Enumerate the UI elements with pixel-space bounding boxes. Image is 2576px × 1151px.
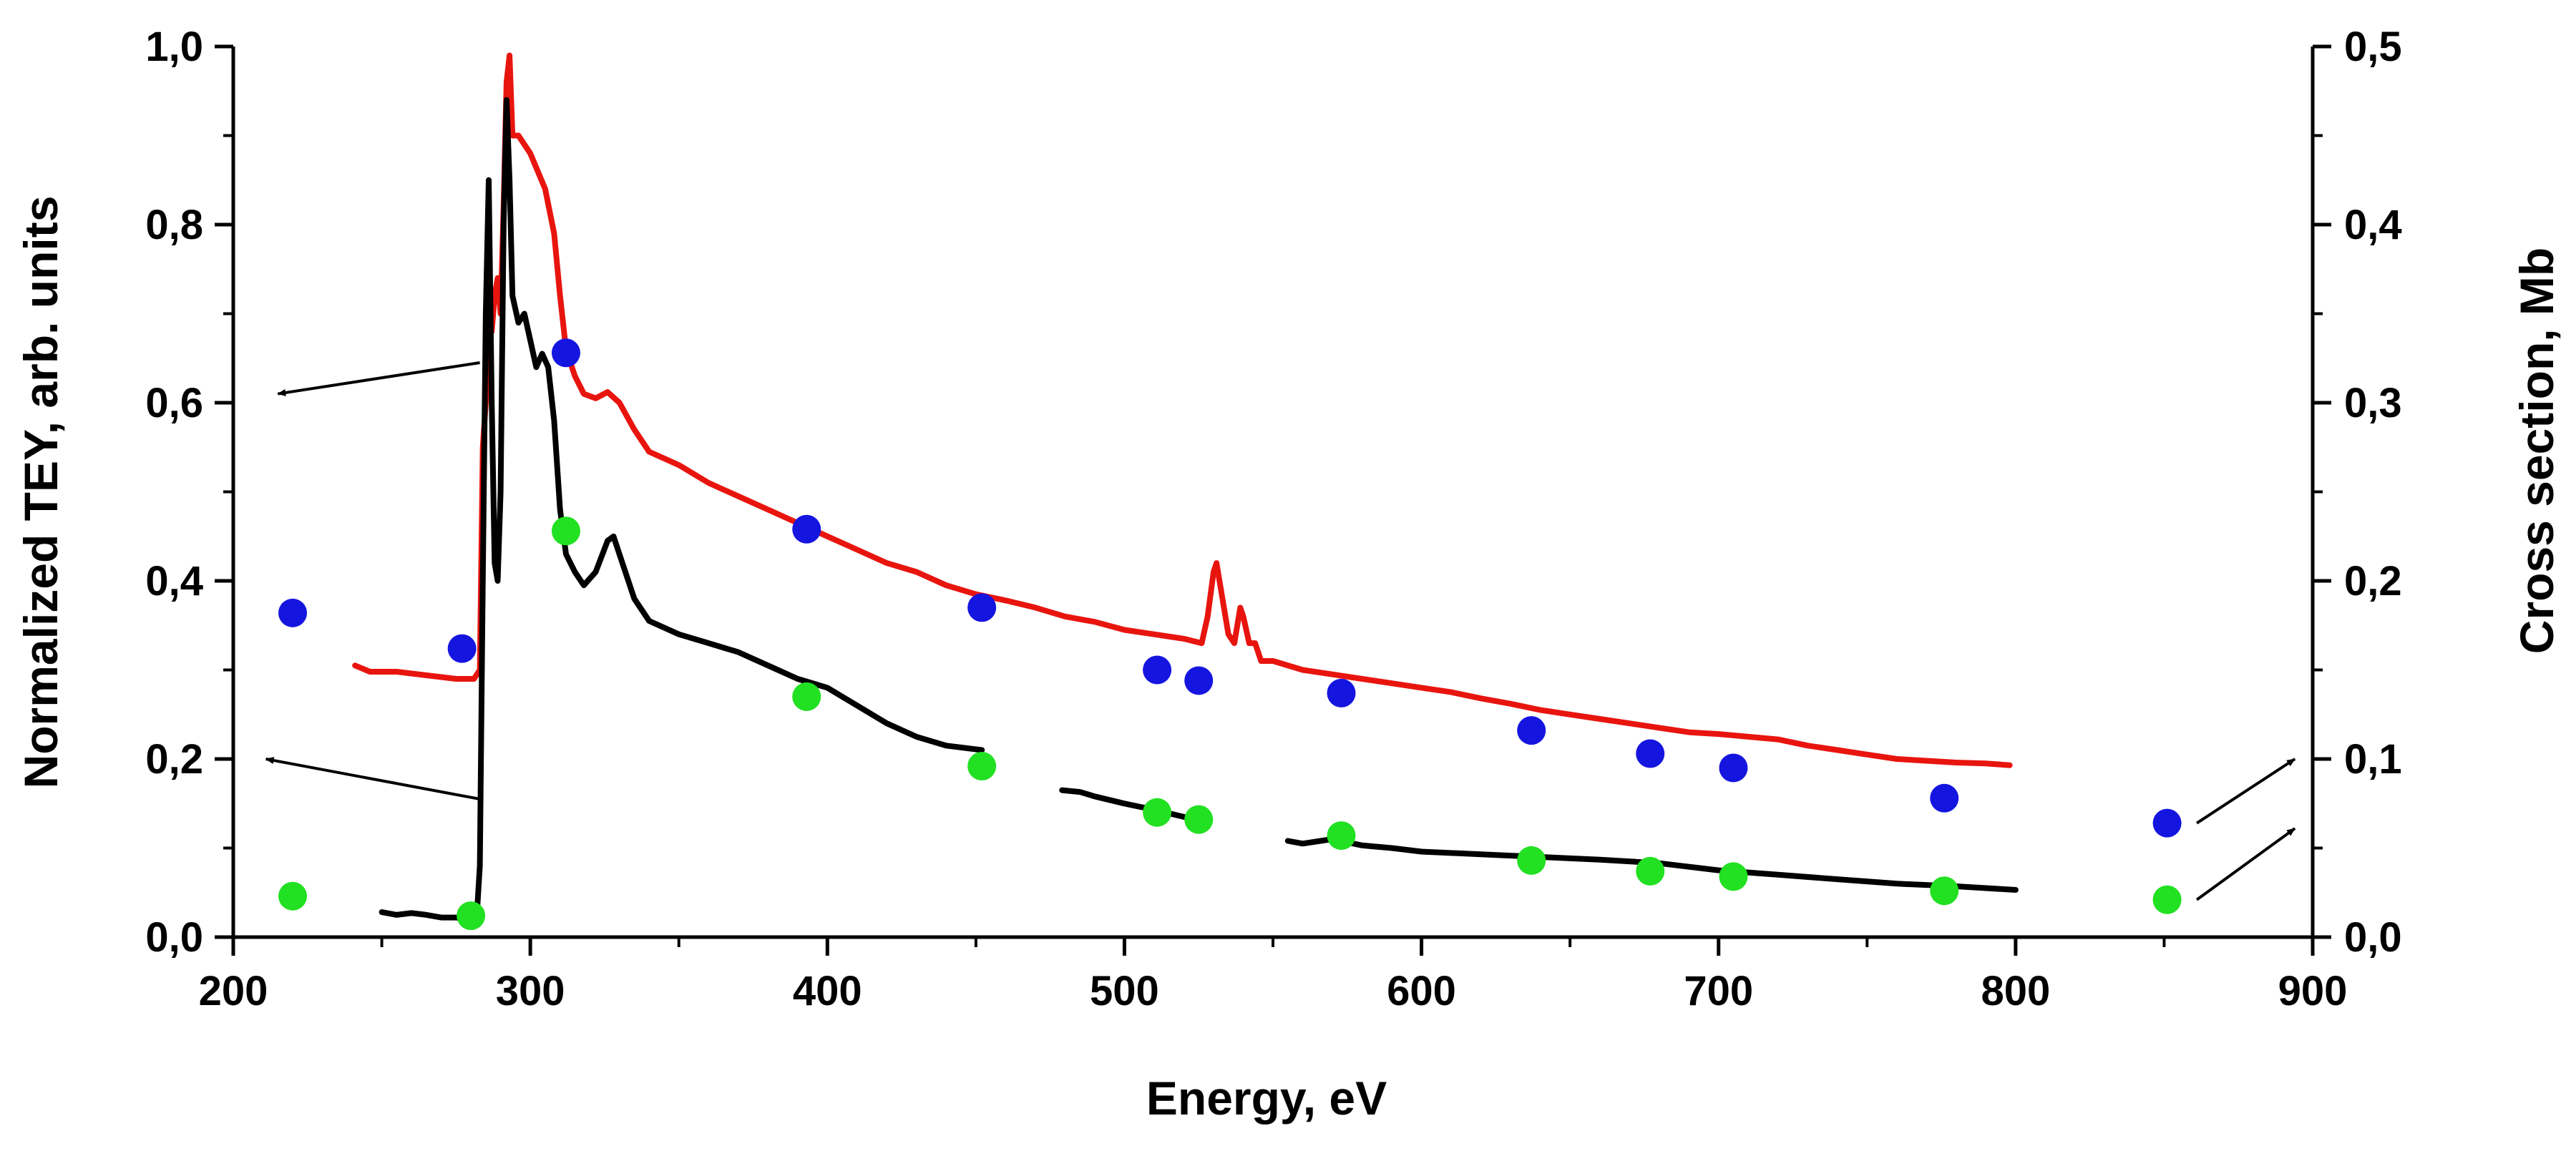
- annotation-layer: [265, 361, 2296, 901]
- series-0: [352, 52, 2013, 768]
- x-tick-label: 500: [1090, 968, 1159, 1014]
- data-point: [1184, 666, 1214, 695]
- data-point: [967, 751, 997, 780]
- data-point: [1184, 805, 1214, 834]
- y-left-tick-label: 0,8: [145, 202, 203, 248]
- data-point: [1517, 716, 1546, 745]
- data-point: [457, 901, 486, 931]
- data-point: [278, 881, 308, 911]
- series-2: [278, 338, 2182, 838]
- data-point: [1719, 753, 1748, 783]
- x-tick-label: 400: [793, 968, 862, 1014]
- data-point: [278, 598, 308, 627]
- y-right-tick-label: 0,5: [2344, 24, 2402, 70]
- series-line-segment: [352, 52, 2013, 768]
- series-line-segment: [379, 97, 985, 923]
- y-left-tick-label: 0,6: [145, 380, 203, 426]
- y-left-tick-label: 0,0: [145, 914, 203, 961]
- data-point: [1930, 783, 1959, 813]
- data-point: [792, 514, 821, 544]
- data-point: [551, 338, 580, 368]
- data-point: [2152, 808, 2182, 838]
- y-right-tick-label: 0,4: [2344, 202, 2402, 248]
- data-point: [1143, 655, 1172, 685]
- y-right-tick-label: 0,1: [2344, 736, 2402, 783]
- y-left-axis-title: Normalized TEY, arb. units: [14, 196, 67, 789]
- y-left-tick-label: 1,0: [145, 24, 203, 70]
- data-point: [1930, 876, 1959, 906]
- series-layer: [278, 52, 2182, 931]
- series-line-segment: [1059, 787, 1208, 826]
- x-tick-label: 300: [496, 968, 565, 1014]
- x-tick-label: 900: [2278, 968, 2348, 1014]
- data-point: [1636, 856, 1665, 886]
- x-tick-label: 600: [1387, 968, 1456, 1014]
- axis-reference-arrow: [2195, 758, 2296, 825]
- y-right-tick-label: 0,3: [2344, 380, 2402, 426]
- x-axis-title: Energy, eV: [1146, 1072, 1387, 1125]
- x-tick-label: 800: [1981, 968, 2050, 1014]
- axis-reference-arrow: [277, 361, 480, 396]
- plot-frame: [231, 46, 2315, 939]
- axis-reference-arrow: [2195, 827, 2296, 901]
- data-point: [967, 593, 997, 622]
- y-right-tick-label: 0,0: [2344, 914, 2402, 961]
- x-tick-label: 700: [1684, 968, 1753, 1014]
- y-left-axis: 0,0 0,2 0,4 0,6 0,8 1,0: [145, 24, 233, 961]
- x-axis: 200 300 400 500 600 700 800 900: [199, 937, 2348, 1014]
- y-right-tick-label: 0,2: [2344, 558, 2402, 604]
- y-left-tick-label: 0,4: [145, 558, 203, 604]
- data-point: [1517, 846, 1546, 875]
- data-point: [1719, 862, 1748, 891]
- data-point: [1327, 678, 1356, 707]
- data-point: [551, 516, 580, 546]
- y-right-axis-title: Cross section, Mb: [2510, 248, 2563, 654]
- series-1: [379, 97, 2019, 923]
- data-point: [1636, 739, 1665, 768]
- data-point: [1327, 821, 1356, 851]
- x-tick-label: 200: [199, 968, 268, 1014]
- series-3: [278, 516, 2182, 931]
- y-right-axis: 0,0 0,1 0,2 0,3 0,4 0,5: [2313, 24, 2402, 961]
- axis-reference-arrow: [265, 757, 480, 800]
- data-point: [447, 634, 477, 663]
- y-left-tick-label: 0,2: [145, 736, 203, 783]
- data-point: [1143, 798, 1172, 827]
- data-point: [2152, 885, 2182, 914]
- data-point: [792, 682, 821, 711]
